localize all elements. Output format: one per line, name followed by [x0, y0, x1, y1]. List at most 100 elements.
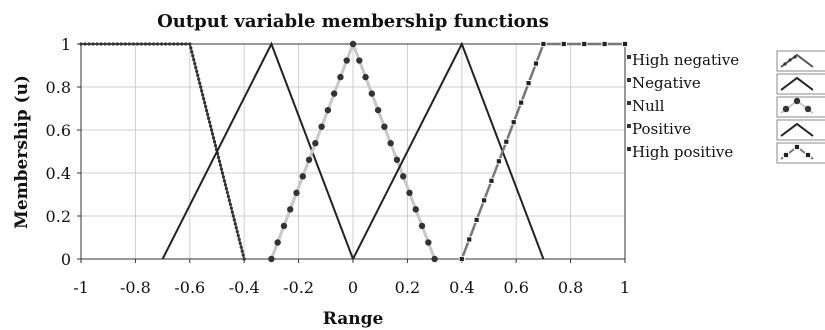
series-marker: [581, 40, 588, 48]
series-marker: [240, 249, 244, 253]
series-marker: [79, 42, 83, 46]
series-marker: [458, 255, 465, 263]
series-marker: [225, 190, 229, 195]
legend-bullet: [627, 55, 631, 59]
series-marker: [503, 138, 510, 145]
series-marker: [184, 42, 188, 46]
series-marker: [418, 222, 426, 230]
x-tick-label: -0.2: [283, 278, 314, 297]
series-marker: [206, 112, 210, 116]
legend-swatch-marker: [783, 62, 787, 66]
legend-swatch: [776, 119, 825, 141]
series-marker: [362, 73, 369, 81]
series-marker: [168, 42, 172, 46]
series-marker: [164, 42, 168, 46]
series-marker: [221, 175, 226, 179]
series-marker: [207, 120, 212, 124]
series-marker: [268, 255, 275, 263]
series-marker: [91, 42, 95, 46]
series-marker: [280, 222, 288, 230]
series-marker: [228, 202, 232, 206]
y-ticks: 0 0.2 0.4 0.6 0.8 1: [46, 35, 81, 269]
series-marker: [621, 40, 629, 48]
x-ticks: -1 -0.8 -0.6 -0.4 -0.2 0 0.2 0.4 0.6 0.8 1: [73, 259, 630, 297]
legend-label: Null: [632, 97, 665, 115]
legend-swatch-line: [780, 53, 814, 68]
series-marker: [211, 136, 216, 140]
series-marker: [172, 42, 176, 46]
series-marker: [393, 156, 401, 163]
x-tick-label: 0.2: [395, 278, 420, 297]
series-marker: [324, 106, 332, 114]
series-marker: [107, 42, 111, 46]
series-marker: [495, 158, 502, 165]
series-marker: [222, 179, 227, 183]
series-marker: [412, 206, 419, 213]
series-marker: [349, 40, 357, 48]
series-high-negative: [79, 42, 246, 261]
series-marker: [223, 183, 228, 187]
series-marker: [191, 54, 195, 58]
series-marker: [99, 42, 103, 46]
series-marker: [209, 128, 214, 132]
series-marker: [239, 245, 243, 249]
series-marker: [193, 61, 197, 66]
series-marker: [111, 42, 115, 46]
series-high-positive: [458, 40, 629, 263]
series-marker: [147, 42, 152, 46]
legend-swatch: [776, 96, 825, 118]
y-tick-label: 0: [61, 250, 71, 269]
series-marker: [425, 239, 432, 246]
legend-label: High negative: [632, 51, 739, 69]
series-marker: [406, 189, 413, 197]
series-marker: [480, 197, 488, 204]
x-tick-label: -1: [73, 278, 89, 297]
series-marker: [197, 77, 201, 81]
series-marker: [123, 42, 127, 46]
series-marker: [159, 42, 164, 46]
series-line: [352, 41, 545, 260]
series-marker: [155, 42, 160, 46]
legend-swatch-marker: [782, 151, 790, 159]
legend-label: High positive: [632, 143, 733, 161]
series-marker: [87, 42, 91, 46]
series-marker: [293, 189, 300, 197]
series-marker: [237, 237, 241, 242]
series-marker: [204, 104, 208, 109]
series-marker: [287, 206, 294, 213]
x-tick-label: -0.6: [174, 278, 205, 297]
series-marker: [234, 226, 238, 230]
legend-swatch-box: [776, 73, 825, 95]
series-marker: [387, 140, 394, 147]
series-marker: [230, 210, 234, 214]
series-marker: [466, 236, 473, 243]
series-marker: [196, 73, 200, 77]
series-marker: [192, 58, 196, 62]
series-marker: [299, 173, 306, 180]
series-marker: [201, 93, 205, 97]
series-positive: [352, 41, 545, 260]
series-marker: [540, 40, 547, 48]
series-marker: [525, 79, 532, 87]
series-marker: [242, 257, 246, 261]
series-marker: [139, 42, 144, 46]
series-marker: [194, 65, 198, 70]
series-marker: [115, 42, 119, 46]
series-marker: [274, 239, 281, 246]
series-marker: [488, 177, 495, 184]
y-axis-label: Membership (u): [12, 75, 32, 229]
series-marker: [202, 97, 206, 101]
series-marker: [305, 156, 313, 163]
series-marker: [83, 42, 87, 46]
legend-swatch-line: [780, 122, 814, 137]
x-tick-label: 0: [348, 278, 358, 297]
legend-swatch-marker: [804, 105, 812, 113]
series-marker: [337, 73, 344, 81]
legend-bullet: [627, 78, 631, 82]
series-marker: [189, 46, 193, 50]
y-tick-label: 0.6: [46, 121, 71, 140]
series-marker: [135, 42, 140, 46]
legend-swatch-box: [776, 50, 825, 72]
series-marker: [190, 50, 194, 54]
